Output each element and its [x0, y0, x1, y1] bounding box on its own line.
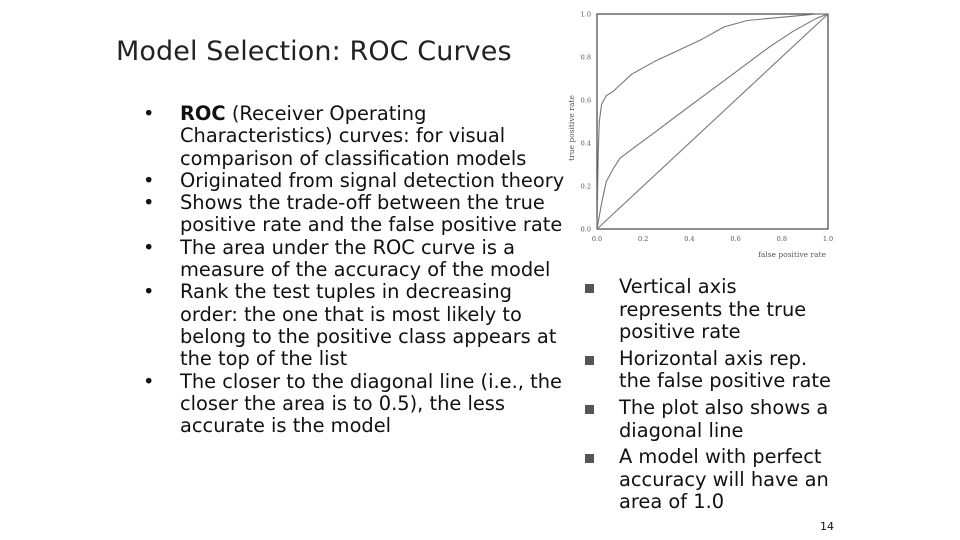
bullet-dot-icon: •: [143, 369, 155, 393]
x-axis-label: false positive rate: [758, 250, 826, 259]
right-bullet-item: The plot also shows a diagonal line: [585, 395, 844, 442]
bullet-text: A model with perfect accuracy will have …: [619, 445, 829, 514]
slide-title: Model Selection: ROC Curves: [116, 36, 512, 67]
left-bullet-item: • Rank the test tuples in decreasing orde…: [143, 280, 572, 371]
bullet-dot-icon: •: [143, 168, 155, 192]
bullet-text: The closer to the diagonal line (i.e., t…: [180, 369, 562, 438]
roc-curve-line: [596, 13, 829, 230]
x-tick-label: 0.4: [684, 235, 694, 243]
bullet-bold-term: ROC: [180, 102, 226, 125]
x-tick-label: 0.2: [638, 235, 648, 243]
roc-curve-line: [596, 13, 828, 230]
x-tick-labels: 0.0 0.2 0.4 0.6 0.8 1.0: [592, 235, 833, 243]
x-tick-label: 0.8: [777, 235, 787, 243]
bullet-dot-icon: •: [143, 280, 155, 304]
bullet-dot-icon: •: [143, 235, 155, 259]
left-bullet-item: • The area under the ROC curve is a measu…: [143, 235, 572, 282]
bullet-text: Originated from signal detection theory: [180, 168, 565, 192]
bullet-text: Horizontal axis rep. the false positive …: [619, 346, 831, 393]
right-bullet-list: Vertical axis represents the true positi…: [585, 275, 844, 518]
left-bullet-list: • ROC (Receiver Operating Characteristics…: [143, 102, 572, 438]
bullet-dot-icon: •: [143, 102, 155, 125]
square-bullet-icon: [585, 355, 594, 365]
y-tick-labels: 0.0 0.2 0.4 0.6 0.8 1.0: [581, 11, 591, 234]
square-bullet-icon: [585, 284, 594, 293]
y-axis-label: true positive rate: [567, 95, 576, 161]
left-bullet-item: • ROC (Receiver Operating Characteristics…: [143, 102, 572, 170]
bullet-text: Rank the test tuples in decreasing order…: [180, 280, 557, 371]
bullet-text: Vertical axis represents the true positi…: [619, 275, 807, 344]
roc-chart: 0.0 0.2 0.4 0.6 0.8 1.0 0.0 0.2 0.4 0.6 0.8 1.0 tr…: [567, 11, 833, 260]
left-bullet-item: • The closer to the diagonal line (i.e., …: [143, 369, 572, 438]
roc-curves: [596, 13, 829, 230]
y-tick-label: 0.6: [581, 97, 591, 105]
x-tick-label: 1.0: [823, 235, 833, 243]
right-bullet-item: Vertical axis represents the true positi…: [585, 275, 844, 344]
y-tick-label: 0.0: [581, 226, 591, 234]
y-tick-label: 0.8: [581, 54, 591, 62]
diagonal-line: [596, 13, 829, 230]
x-tick-label: 0.6: [730, 235, 740, 243]
plot-frame: [596, 13, 829, 230]
square-bullet-icon: [585, 454, 594, 464]
bullet-dot-icon: •: [143, 191, 155, 215]
bullet-text: Shows the trade-off between the true pos…: [180, 191, 563, 237]
left-bullet-item: • Originated from signal detection theory: [143, 168, 572, 192]
y-tick-label: 0.4: [581, 140, 591, 148]
left-bullet-item: • Shows the trade-off between the true po…: [143, 191, 572, 237]
y-tick-label: 0.2: [581, 183, 591, 191]
right-bullet-item: Horizontal axis rep. the false positive …: [585, 346, 844, 393]
bullet-text: (Receiver Operating Characteristics) cur…: [180, 102, 527, 170]
square-bullet-icon: [585, 404, 594, 414]
right-bullet-item: A model with perfect accuracy will have …: [585, 445, 844, 514]
bullet-text: The plot also shows a diagonal line: [619, 395, 829, 442]
bullet-text: The area under the ROC curve is a measur…: [180, 235, 551, 282]
y-tick-label: 1.0: [581, 11, 591, 19]
x-tick-label: 0.0: [592, 235, 602, 243]
page-number: 14: [820, 520, 834, 533]
